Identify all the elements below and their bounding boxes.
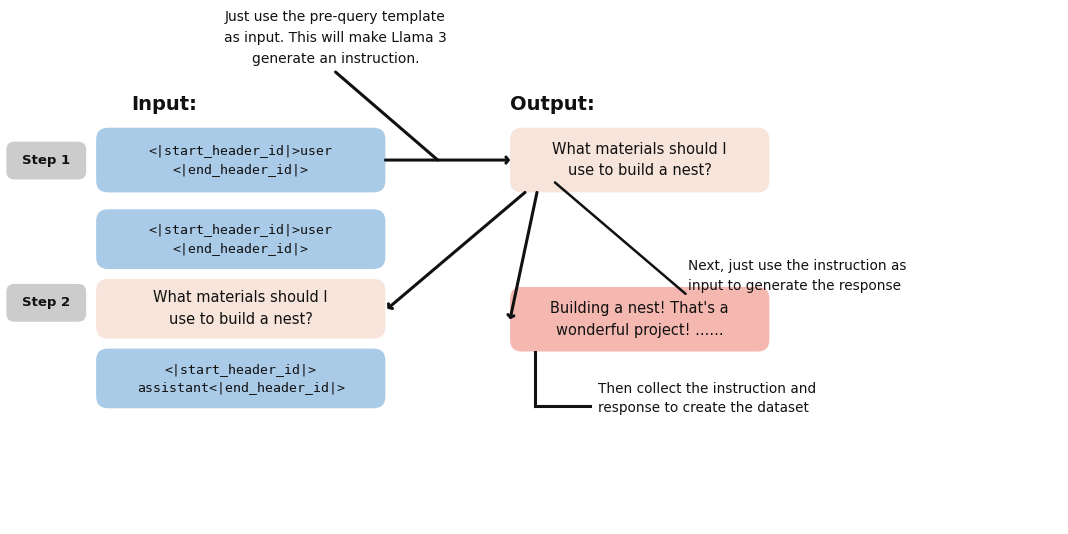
- FancyBboxPatch shape: [96, 349, 386, 409]
- Text: Next, just use the instruction as
input to generate the response: Next, just use the instruction as input …: [688, 259, 906, 293]
- Text: Building a nest! That's a
wonderful project! ......: Building a nest! That's a wonderful proj…: [550, 301, 729, 337]
- FancyBboxPatch shape: [511, 128, 769, 192]
- Text: Output:: Output:: [511, 96, 595, 114]
- Text: <|start_header_id|>user
<|end_header_id|>: <|start_header_id|>user <|end_header_id|…: [148, 223, 333, 255]
- Text: Input:: Input:: [131, 96, 197, 114]
- Text: Then collect the instruction and
response to create the dataset: Then collect the instruction and respons…: [598, 382, 816, 415]
- FancyBboxPatch shape: [6, 142, 87, 179]
- FancyBboxPatch shape: [6, 284, 87, 321]
- Text: <|start_header_id|>user
<|end_header_id|>: <|start_header_id|>user <|end_header_id|…: [148, 144, 333, 176]
- Text: What materials should I
use to build a nest?: What materials should I use to build a n…: [154, 290, 328, 327]
- FancyBboxPatch shape: [96, 279, 386, 339]
- Text: Step 2: Step 2: [22, 296, 70, 309]
- FancyBboxPatch shape: [96, 128, 386, 192]
- FancyBboxPatch shape: [511, 287, 769, 351]
- Text: What materials should I
use to build a nest?: What materials should I use to build a n…: [552, 142, 727, 178]
- Text: <|start_header_id|>
assistant<|end_header_id|>: <|start_header_id|> assistant<|end_heade…: [137, 363, 345, 394]
- Text: Just use the pre-query template
as input. This will make Llama 3
generate an ins: Just use the pre-query template as input…: [224, 10, 446, 66]
- Text: Step 1: Step 1: [22, 154, 70, 167]
- FancyBboxPatch shape: [96, 209, 386, 269]
